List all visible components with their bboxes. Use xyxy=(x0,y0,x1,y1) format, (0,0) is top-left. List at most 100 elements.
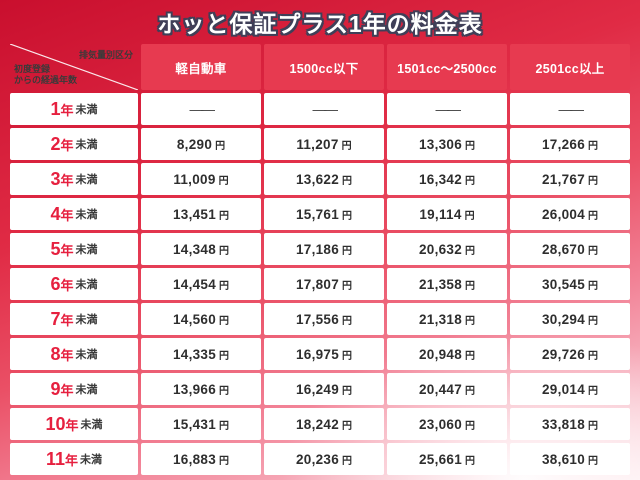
dash-placeholder: —— xyxy=(435,101,462,117)
price-cell: 13,451 円 xyxy=(141,198,261,230)
row-label-year-5: 5年 未満 xyxy=(10,233,138,265)
price-value: 14,348 xyxy=(172,241,217,257)
less-than-label: 未満 xyxy=(75,244,98,256)
dash-placeholder: —— xyxy=(189,101,216,117)
price-value: 11,207 xyxy=(296,136,339,152)
yen-unit-label: 円 xyxy=(219,245,230,257)
less-than-label: 未満 xyxy=(75,314,98,326)
less-than-label: 未満 xyxy=(75,209,98,221)
price-cell: 13,306 円 xyxy=(387,128,507,160)
yen-unit-label: 円 xyxy=(465,350,476,362)
price-value: 14,560 xyxy=(172,311,217,327)
row-label-year-4: 4年 未満 xyxy=(10,198,138,230)
diagonal-divider-line xyxy=(10,44,138,90)
price-value: 16,342 xyxy=(418,171,463,187)
price-cell: 21,318 円 xyxy=(387,303,507,335)
price-cell: 17,186 円 xyxy=(264,233,384,265)
yen-unit-label: 円 xyxy=(588,245,599,257)
yen-unit-label: 円 xyxy=(218,175,229,187)
price-value: 20,632 xyxy=(418,241,463,257)
less-than-label: 未満 xyxy=(75,174,98,186)
price-cell: 21,767 円 xyxy=(510,163,630,195)
yen-unit-label: 円 xyxy=(219,420,230,432)
price-cell: 14,454 円 xyxy=(141,268,261,300)
price-cell: 30,294 円 xyxy=(510,303,630,335)
price-value: 26,004 xyxy=(541,206,586,222)
year-number: 5年 xyxy=(50,239,74,259)
price-cell: 25,661 円 xyxy=(387,443,507,475)
yen-unit-label: 円 xyxy=(465,245,476,257)
column-header-kei-car: 軽自動車 xyxy=(141,44,261,90)
yen-unit-label: 円 xyxy=(465,315,476,327)
price-cell: 13,622 円 xyxy=(264,163,384,195)
year-number: 1年 xyxy=(50,99,74,119)
price-cell: 16,342 円 xyxy=(387,163,507,195)
yen-unit-label: 円 xyxy=(588,280,599,292)
price-value: 23,060 xyxy=(418,416,463,432)
price-cell: 20,632 円 xyxy=(387,233,507,265)
price-value: 13,622 xyxy=(295,171,340,187)
price-cell: 13,966 円 xyxy=(141,373,261,405)
row-label-year-11: 11年 未満 xyxy=(10,443,138,475)
row-label-year-9: 9年 未満 xyxy=(10,373,138,405)
less-than-label: 未満 xyxy=(75,139,98,151)
price-value: 17,807 xyxy=(295,276,340,292)
year-number: 4年 xyxy=(50,204,74,224)
yen-unit-label: 円 xyxy=(465,175,476,187)
corner-label-elapsed-years: 初度登録 からの経過年数 xyxy=(14,63,78,86)
price-cell: 8,290 円 xyxy=(141,128,261,160)
price-cell: 16,883 円 xyxy=(141,443,261,475)
yen-unit-label: 円 xyxy=(342,245,353,257)
year-number: 10年 xyxy=(45,414,79,434)
yen-unit-label: 円 xyxy=(465,140,476,152)
yen-unit-label: 円 xyxy=(588,385,599,397)
yen-unit-label: 円 xyxy=(342,420,353,432)
price-value: 30,545 xyxy=(541,276,586,292)
price-cell: 18,242 円 xyxy=(264,408,384,440)
year-suffix: 年 xyxy=(60,208,74,223)
price-cell: 14,335 円 xyxy=(141,338,261,370)
price-cell: 38,610 円 xyxy=(510,443,630,475)
row-label-year-3: 3年 未満 xyxy=(10,163,138,195)
price-value: 15,761 xyxy=(295,206,340,222)
row-label-year-2: 2年 未満 xyxy=(10,128,138,160)
price-value: 25,661 xyxy=(418,451,463,467)
price-cell: 11,009 円 xyxy=(141,163,261,195)
yen-unit-label: 円 xyxy=(588,210,599,222)
yen-unit-label: 円 xyxy=(219,350,230,362)
row-label-year-1: 1年 未満 xyxy=(10,93,138,125)
yen-unit-label: 円 xyxy=(588,420,599,432)
price-cell: 29,014 円 xyxy=(510,373,630,405)
price-value: 17,556 xyxy=(295,311,340,327)
row-label-year-10: 10年 未満 xyxy=(10,408,138,440)
price-cell: 16,975 円 xyxy=(264,338,384,370)
price-value: 16,883 xyxy=(172,451,217,467)
yen-unit-label: 円 xyxy=(465,385,476,397)
price-value: 11,009 xyxy=(173,171,216,187)
yen-unit-label: 円 xyxy=(465,455,476,467)
price-cell: 17,556 円 xyxy=(264,303,384,335)
year-suffix: 年 xyxy=(65,418,79,433)
price-value: 13,966 xyxy=(172,381,217,397)
price-cell: 23,060 円 xyxy=(387,408,507,440)
yen-unit-label: 円 xyxy=(342,385,353,397)
price-cell: 16,249 円 xyxy=(264,373,384,405)
yen-unit-label: 円 xyxy=(219,210,230,222)
price-table: 排気量別区分 初度登録 からの経過年数 軽自動車 1500cc以下 1501cc… xyxy=(10,44,630,475)
price-cell: 14,348 円 xyxy=(141,233,261,265)
price-value: 28,670 xyxy=(541,241,586,257)
yen-unit-label: 円 xyxy=(342,280,353,292)
price-value: 13,451 xyxy=(172,206,217,222)
table-corner-cell: 排気量別区分 初度登録 からの経過年数 xyxy=(10,44,138,90)
empty-price-cell: —— xyxy=(387,93,507,125)
price-value: 21,358 xyxy=(418,276,463,292)
yen-unit-label: 円 xyxy=(465,420,476,432)
price-cell: 11,207 円 xyxy=(264,128,384,160)
price-value: 14,335 xyxy=(172,346,217,362)
yen-unit-label: 円 xyxy=(219,385,230,397)
year-suffix: 年 xyxy=(60,138,74,153)
page-title: ホッと保証プラス1年の料金表 xyxy=(157,11,483,37)
yen-unit-label: 円 xyxy=(465,280,476,292)
year-suffix: 年 xyxy=(60,278,74,293)
empty-price-cell: —— xyxy=(510,93,630,125)
